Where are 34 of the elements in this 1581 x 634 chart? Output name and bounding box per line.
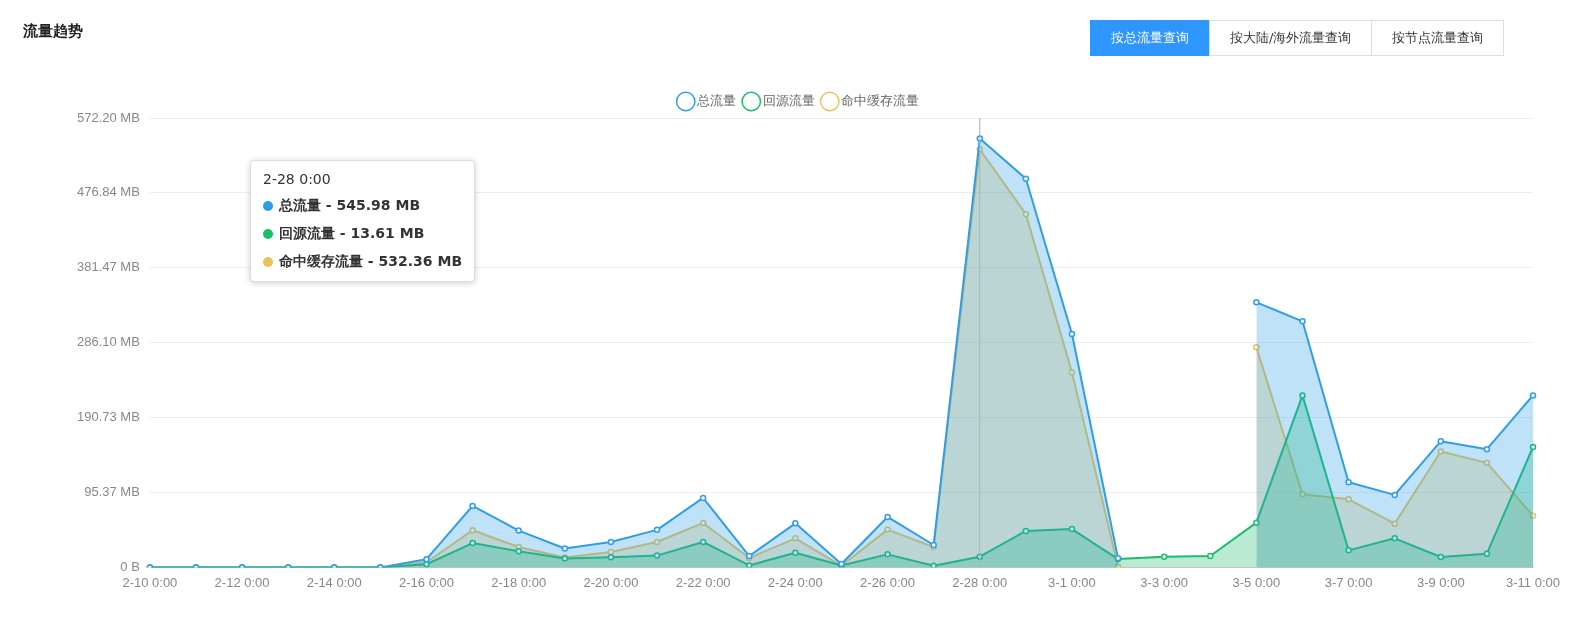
x-tick-label: 3-7 0:00 [1324,574,1373,590]
y-tick-label: 572.20 MB [77,109,140,125]
x-tick-label: 3-11 0:00 [1506,574,1560,590]
y-tick-label: 190.73 MB [77,409,140,425]
x-tick-label: 2-20 0:00 [583,574,639,590]
x-tick-label: 2-18 0:00 [491,574,547,590]
x-tick-label: 2-26 0:00 [860,574,916,590]
x-tick-label: 2-16 0:00 [399,574,454,590]
x-tick-label: 2-28 0:00 [952,574,1008,590]
legend-label: 总流量 [696,92,737,108]
x-tick-label: 2-12 0:00 [214,574,270,590]
y-tick-label: 0 B [120,558,140,574]
y-tick-label: 381.47 MB [77,259,140,275]
x-tick-label: 2-14 0:00 [306,574,362,590]
x-tick-label: 3-1 0:00 [1048,574,1096,590]
legend-label: 命中缓存流量 [841,92,920,108]
annotation: 回源流量 - 13.61 MB [279,225,425,243]
text: 按节点流量查询 [1371,20,1505,56]
y-tick-label: 476.84 MB [77,184,140,200]
x-tick-label: 3-9 0:00 [1416,574,1465,590]
x-tick-label: 2-22 0:00 [675,574,731,590]
y-tick-label: 95.37 MB [84,484,140,500]
text: 按大陆/海外流量查询 [1209,20,1373,56]
legend-label: 回源流量 [762,92,815,108]
x-tick-label: 2-24 0:00 [767,574,823,590]
x-tick-label: 3-5 0:00 [1232,574,1281,590]
text: 按总流量查询 [1090,20,1210,56]
annotation: 总流量 - 545.98 MB [279,197,421,215]
annotation: 2-28 0:00 [263,171,332,187]
x-tick-label: 3-3 0:00 [1140,574,1189,590]
y-tick-label: 286.10 MB [77,334,140,350]
x-tick-label: 2-10 0:00 [122,574,178,590]
chart-title: 流量趋势 [23,22,83,41]
annotation: 命中缓存流量 - 532.36 MB [279,253,463,271]
